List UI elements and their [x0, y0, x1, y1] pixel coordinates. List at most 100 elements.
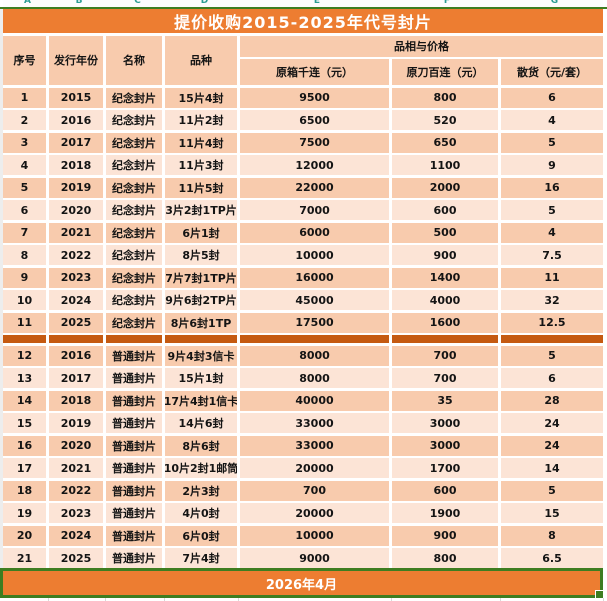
cell-name[interactable]: 纪念封片 — [106, 290, 162, 310]
column-letter[interactable]: B — [75, 0, 83, 6]
cell-seq[interactable]: 17 — [3, 458, 46, 478]
cell-year[interactable]: 2015 — [49, 87, 103, 108]
cell-box[interactable]: 17500 — [240, 312, 389, 333]
cell-box[interactable]: 45000 — [240, 290, 389, 310]
cell-year[interactable]: 2016 — [49, 110, 103, 130]
cell-seq[interactable]: 10 — [3, 290, 46, 310]
cell-box[interactable]: 33000 — [240, 435, 389, 456]
cell-blade[interactable]: 500 — [392, 222, 498, 243]
cell-loose[interactable]: 6.5 — [501, 548, 603, 568]
cell-blade[interactable]: 600 — [392, 480, 498, 501]
cell-loose[interactable]: 24 — [501, 435, 603, 456]
cell-loose[interactable]: 16 — [501, 177, 603, 198]
selected-footer-cell[interactable]: 2026年4月 — [0, 568, 604, 599]
cell-year[interactable]: 2022 — [49, 480, 103, 501]
header-price-box[interactable]: 原箱千连（元） — [240, 59, 389, 85]
cell-seq[interactable]: 16 — [3, 435, 46, 456]
cell-box[interactable]: 33000 — [240, 413, 389, 433]
cell-name[interactable]: 普通封片 — [106, 435, 162, 456]
cell-blade[interactable]: 3000 — [392, 413, 498, 433]
cell-seq[interactable]: 11 — [3, 312, 46, 333]
cell-seq[interactable]: 20 — [3, 525, 46, 546]
cell-seq[interactable]: 5 — [3, 177, 46, 198]
cell-variety[interactable]: 15片1封 — [165, 368, 237, 388]
cell-name[interactable]: 普通封片 — [106, 503, 162, 523]
table-title[interactable]: 提价收购2015-2025年代号封片 — [3, 9, 603, 33]
cell-name[interactable]: 纪念封片 — [106, 200, 162, 220]
cell-box[interactable]: 9000 — [240, 548, 389, 568]
cell-name[interactable]: 纪念封片 — [106, 267, 162, 288]
cell-seq[interactable]: 21 — [3, 548, 46, 568]
cell-loose[interactable]: 6 — [501, 368, 603, 388]
cell-variety[interactable]: 11片2封 — [165, 110, 237, 130]
cell-box[interactable]: 10000 — [240, 525, 389, 546]
empty-sheet-row[interactable] — [0, 598, 607, 601]
cell-name[interactable]: 普通封片 — [106, 480, 162, 501]
cell-year[interactable]: 2023 — [49, 503, 103, 523]
section-separator-cell[interactable] — [3, 335, 46, 343]
cell-loose[interactable]: 4 — [501, 110, 603, 130]
cell-name[interactable]: 纪念封片 — [106, 87, 162, 108]
cell-blade[interactable]: 1700 — [392, 458, 498, 478]
column-letter[interactable]: G — [550, 0, 559, 6]
header-price-blade[interactable]: 原刀百连（元） — [392, 59, 498, 85]
cell-loose[interactable]: 6 — [501, 87, 603, 108]
section-separator-cell[interactable] — [49, 335, 103, 343]
cell-loose[interactable]: 12.5 — [501, 312, 603, 333]
cell-variety[interactable]: 4片0封 — [165, 503, 237, 523]
cell-blade[interactable]: 700 — [392, 345, 498, 366]
cell-box[interactable]: 6500 — [240, 110, 389, 130]
cell-name[interactable]: 普通封片 — [106, 413, 162, 433]
column-letter[interactable]: D — [200, 0, 209, 6]
cell-blade[interactable]: 650 — [392, 132, 498, 153]
cell-name[interactable]: 普通封片 — [106, 368, 162, 388]
cell-blade[interactable]: 600 — [392, 200, 498, 220]
header-price-loose[interactable]: 散货（元/套） — [501, 59, 603, 85]
column-letter[interactable]: F — [443, 0, 451, 6]
cell-variety[interactable]: 15片4封 — [165, 87, 237, 108]
cell-box[interactable]: 9500 — [240, 87, 389, 108]
header-name[interactable]: 名称 — [106, 35, 162, 85]
cell-year[interactable]: 2025 — [49, 312, 103, 333]
cell-name[interactable]: 普通封片 — [106, 345, 162, 366]
cell-variety[interactable]: 14片6封 — [165, 413, 237, 433]
cell-year[interactable]: 2022 — [49, 245, 103, 265]
cell-loose[interactable]: 32 — [501, 290, 603, 310]
cell-variety[interactable]: 8片6封1TP — [165, 312, 237, 333]
cell-box[interactable]: 22000 — [240, 177, 389, 198]
cell-blade[interactable]: 520 — [392, 110, 498, 130]
cell-name[interactable]: 普通封片 — [106, 458, 162, 478]
cell-blade[interactable]: 1900 — [392, 503, 498, 523]
cell-blade[interactable]: 2000 — [392, 177, 498, 198]
cell-variety[interactable]: 6片1封 — [165, 222, 237, 243]
cell-seq[interactable]: 13 — [3, 368, 46, 388]
cell-year[interactable]: 2018 — [49, 155, 103, 175]
cell-blade[interactable]: 900 — [392, 525, 498, 546]
cell-loose[interactable]: 5 — [501, 132, 603, 153]
cell-seq[interactable]: 12 — [3, 345, 46, 366]
cell-blade[interactable]: 3000 — [392, 435, 498, 456]
cell-box[interactable]: 20000 — [240, 503, 389, 523]
cell-year[interactable]: 2021 — [49, 458, 103, 478]
cell-loose[interactable]: 11 — [501, 267, 603, 288]
cell-seq[interactable]: 7 — [3, 222, 46, 243]
cell-variety[interactable]: 8片6封 — [165, 435, 237, 456]
cell-seq[interactable]: 19 — [3, 503, 46, 523]
cell-seq[interactable]: 3 — [3, 132, 46, 153]
cell-variety[interactable]: 7片4封 — [165, 548, 237, 568]
cell-box[interactable]: 700 — [240, 480, 389, 501]
cell-loose[interactable]: 5 — [501, 480, 603, 501]
cell-box[interactable]: 7500 — [240, 132, 389, 153]
cell-year[interactable]: 2021 — [49, 222, 103, 243]
cell-box[interactable]: 12000 — [240, 155, 389, 175]
cell-year[interactable]: 2020 — [49, 435, 103, 456]
cell-variety[interactable]: 17片4封1信卡 — [165, 390, 237, 411]
section-separator-cell[interactable] — [240, 335, 389, 343]
section-separator-cell[interactable] — [392, 335, 498, 343]
section-separator-cell[interactable] — [106, 335, 162, 343]
cell-name[interactable]: 纪念封片 — [106, 132, 162, 153]
header-variety[interactable]: 品种 — [165, 35, 237, 85]
cell-variety[interactable]: 8片5封 — [165, 245, 237, 265]
column-header-strip[interactable]: A B C D E F G — [3, 0, 603, 7]
cell-blade[interactable]: 1600 — [392, 312, 498, 333]
